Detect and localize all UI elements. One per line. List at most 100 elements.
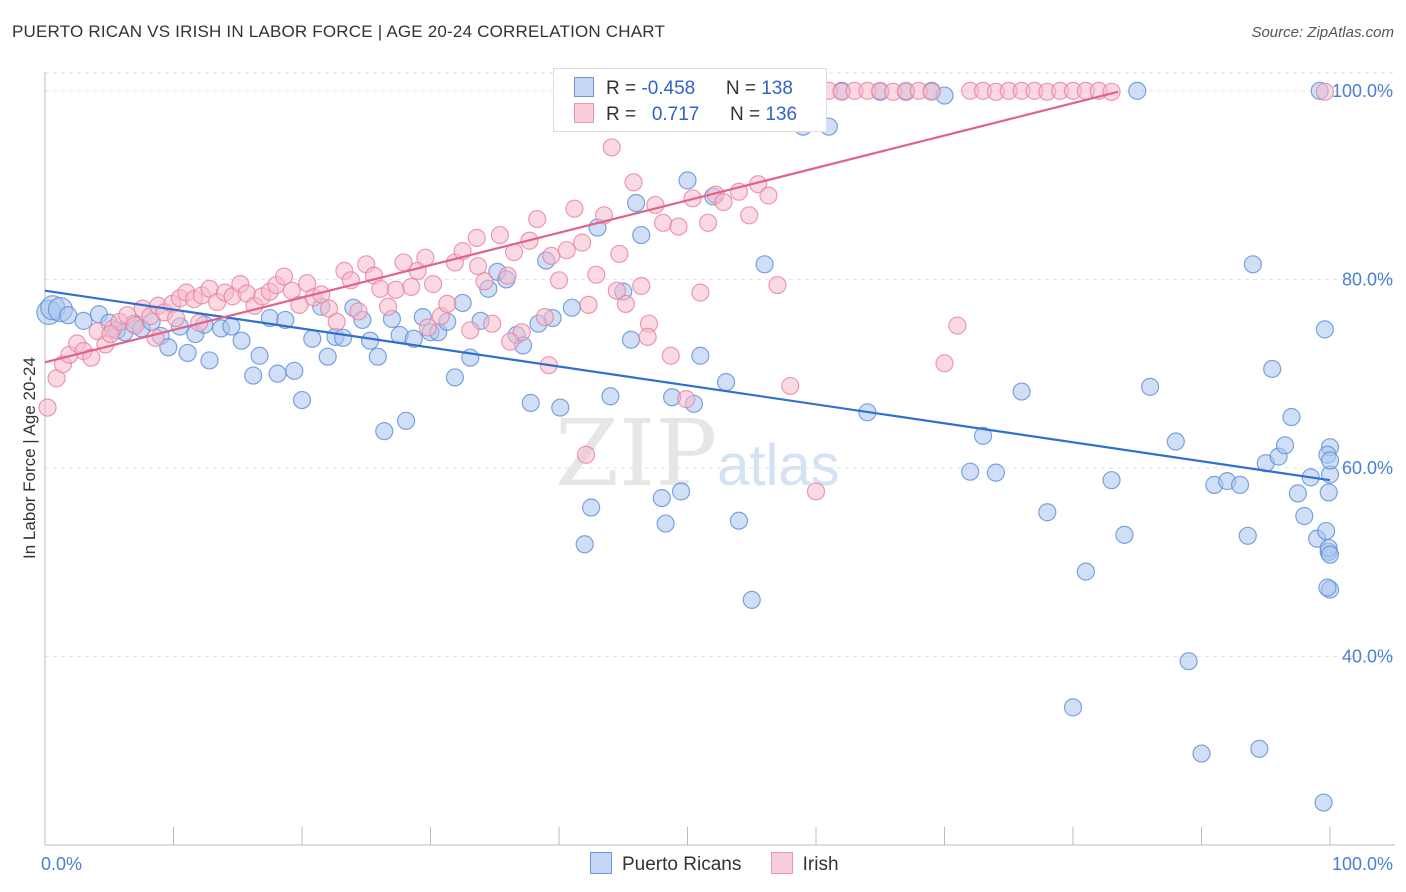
- data-point: [587, 265, 606, 284]
- data-point: [402, 277, 421, 297]
- series-label: Puerto Ricans: [622, 854, 742, 875]
- data-point: [653, 213, 673, 232]
- data-point: [1102, 471, 1121, 490]
- data-point: [327, 312, 346, 331]
- legend-row-puerto-ricans: R = -0.458 N = 138: [574, 77, 793, 101]
- x-tick-label: 100.0%: [1332, 854, 1393, 874]
- data-point: [276, 310, 295, 330]
- data-point: [166, 308, 186, 328]
- data-point: [616, 294, 635, 313]
- data-point: [602, 138, 621, 157]
- data-point: [467, 228, 486, 248]
- data-point: [768, 275, 787, 295]
- data-point: [1315, 320, 1334, 339]
- series-label: Irish: [802, 854, 839, 875]
- data-point: [661, 346, 680, 365]
- data-point: [669, 217, 688, 236]
- data-point: [638, 327, 657, 346]
- data-point: [1140, 377, 1160, 396]
- data-point: [698, 213, 718, 232]
- data-point: [1320, 545, 1340, 564]
- data-point: [38, 398, 57, 417]
- data-point: [729, 511, 749, 530]
- data-point: [521, 393, 540, 412]
- data-point: [222, 317, 241, 336]
- data-point: [632, 276, 651, 296]
- data-point: [1250, 739, 1269, 758]
- data-point: [626, 193, 646, 213]
- y-tick-label: 60.0%: [1342, 458, 1393, 478]
- data-point: [159, 338, 178, 357]
- correlation-legend: R = -0.458 N = 138 R = 0.717 N = 136: [553, 68, 827, 132]
- data-point: [1179, 652, 1198, 671]
- data-point: [501, 332, 520, 351]
- trend-line-puerto-ricans: [44, 289, 1331, 482]
- data-point: [671, 482, 691, 501]
- data-point: [986, 463, 1006, 482]
- data-point: [652, 488, 671, 508]
- data-point: [1076, 562, 1095, 581]
- data-point: [268, 364, 287, 383]
- data-point: [576, 445, 596, 464]
- data-point: [1319, 483, 1338, 502]
- data-point: [386, 280, 405, 299]
- chart-title: PUERTO RICAN VS IRISH IN LABOR FORCE | A…: [12, 22, 666, 41]
- data-point: [573, 233, 592, 252]
- data-point: [806, 482, 826, 501]
- data-point: [1115, 525, 1134, 544]
- data-point: [535, 307, 554, 327]
- data-point: [562, 298, 581, 317]
- y-tick-label: 40.0%: [1342, 646, 1393, 666]
- series-legend: Puerto Ricans Irish: [590, 852, 863, 876]
- data-point: [742, 590, 761, 610]
- legend-r-label: R =: [606, 104, 642, 125]
- data-point: [1230, 475, 1250, 494]
- data-point: [438, 294, 457, 313]
- data-point: [1320, 451, 1340, 470]
- legend-swatch-blue: [574, 77, 594, 97]
- data-point: [274, 267, 294, 286]
- legend-r-label: R =: [606, 78, 642, 99]
- legend-r-value: 0.717: [651, 104, 700, 125]
- data-point: [740, 206, 759, 225]
- data-point: [575, 535, 594, 554]
- data-point: [973, 426, 993, 445]
- data-point: [244, 366, 263, 385]
- data-point: [368, 347, 387, 366]
- series-swatch-pink: [770, 852, 793, 874]
- legend-n-value: 136: [765, 104, 798, 125]
- data-point: [125, 316, 145, 335]
- data-point: [349, 302, 368, 321]
- x-tick-label: 0.0%: [41, 854, 82, 874]
- data-point: [1288, 484, 1307, 503]
- data-point: [290, 295, 309, 314]
- data-point: [101, 324, 120, 344]
- data-point: [453, 293, 472, 313]
- y-axis-label: In Labor Force | Age 20-24: [20, 357, 39, 559]
- data-point: [59, 306, 78, 325]
- data-point: [285, 361, 304, 380]
- data-point: [714, 192, 733, 212]
- legend-r-value: -0.458: [641, 78, 696, 99]
- series-legend-puerto-ricans[interactable]: Puerto Ricans: [590, 852, 741, 876]
- series-legend-irish[interactable]: Irish: [770, 852, 839, 876]
- data-point: [1295, 506, 1314, 526]
- data-point: [1282, 407, 1301, 427]
- data-point: [82, 348, 101, 367]
- data-point: [582, 498, 601, 517]
- data-point: [490, 225, 509, 245]
- data-point: [318, 347, 337, 366]
- data-point: [468, 257, 488, 276]
- data-point: [961, 462, 980, 481]
- data-point: [1192, 744, 1211, 763]
- series-swatch-blue: [590, 852, 612, 874]
- y-tick-label: 80.0%: [1342, 269, 1393, 289]
- legend-n-label: N =: [729, 104, 766, 125]
- data-point: [404, 329, 423, 348]
- data-point: [1038, 503, 1057, 522]
- data-point: [621, 330, 641, 349]
- data-point: [656, 514, 675, 533]
- data-point: [74, 311, 93, 330]
- data-point: [948, 316, 967, 335]
